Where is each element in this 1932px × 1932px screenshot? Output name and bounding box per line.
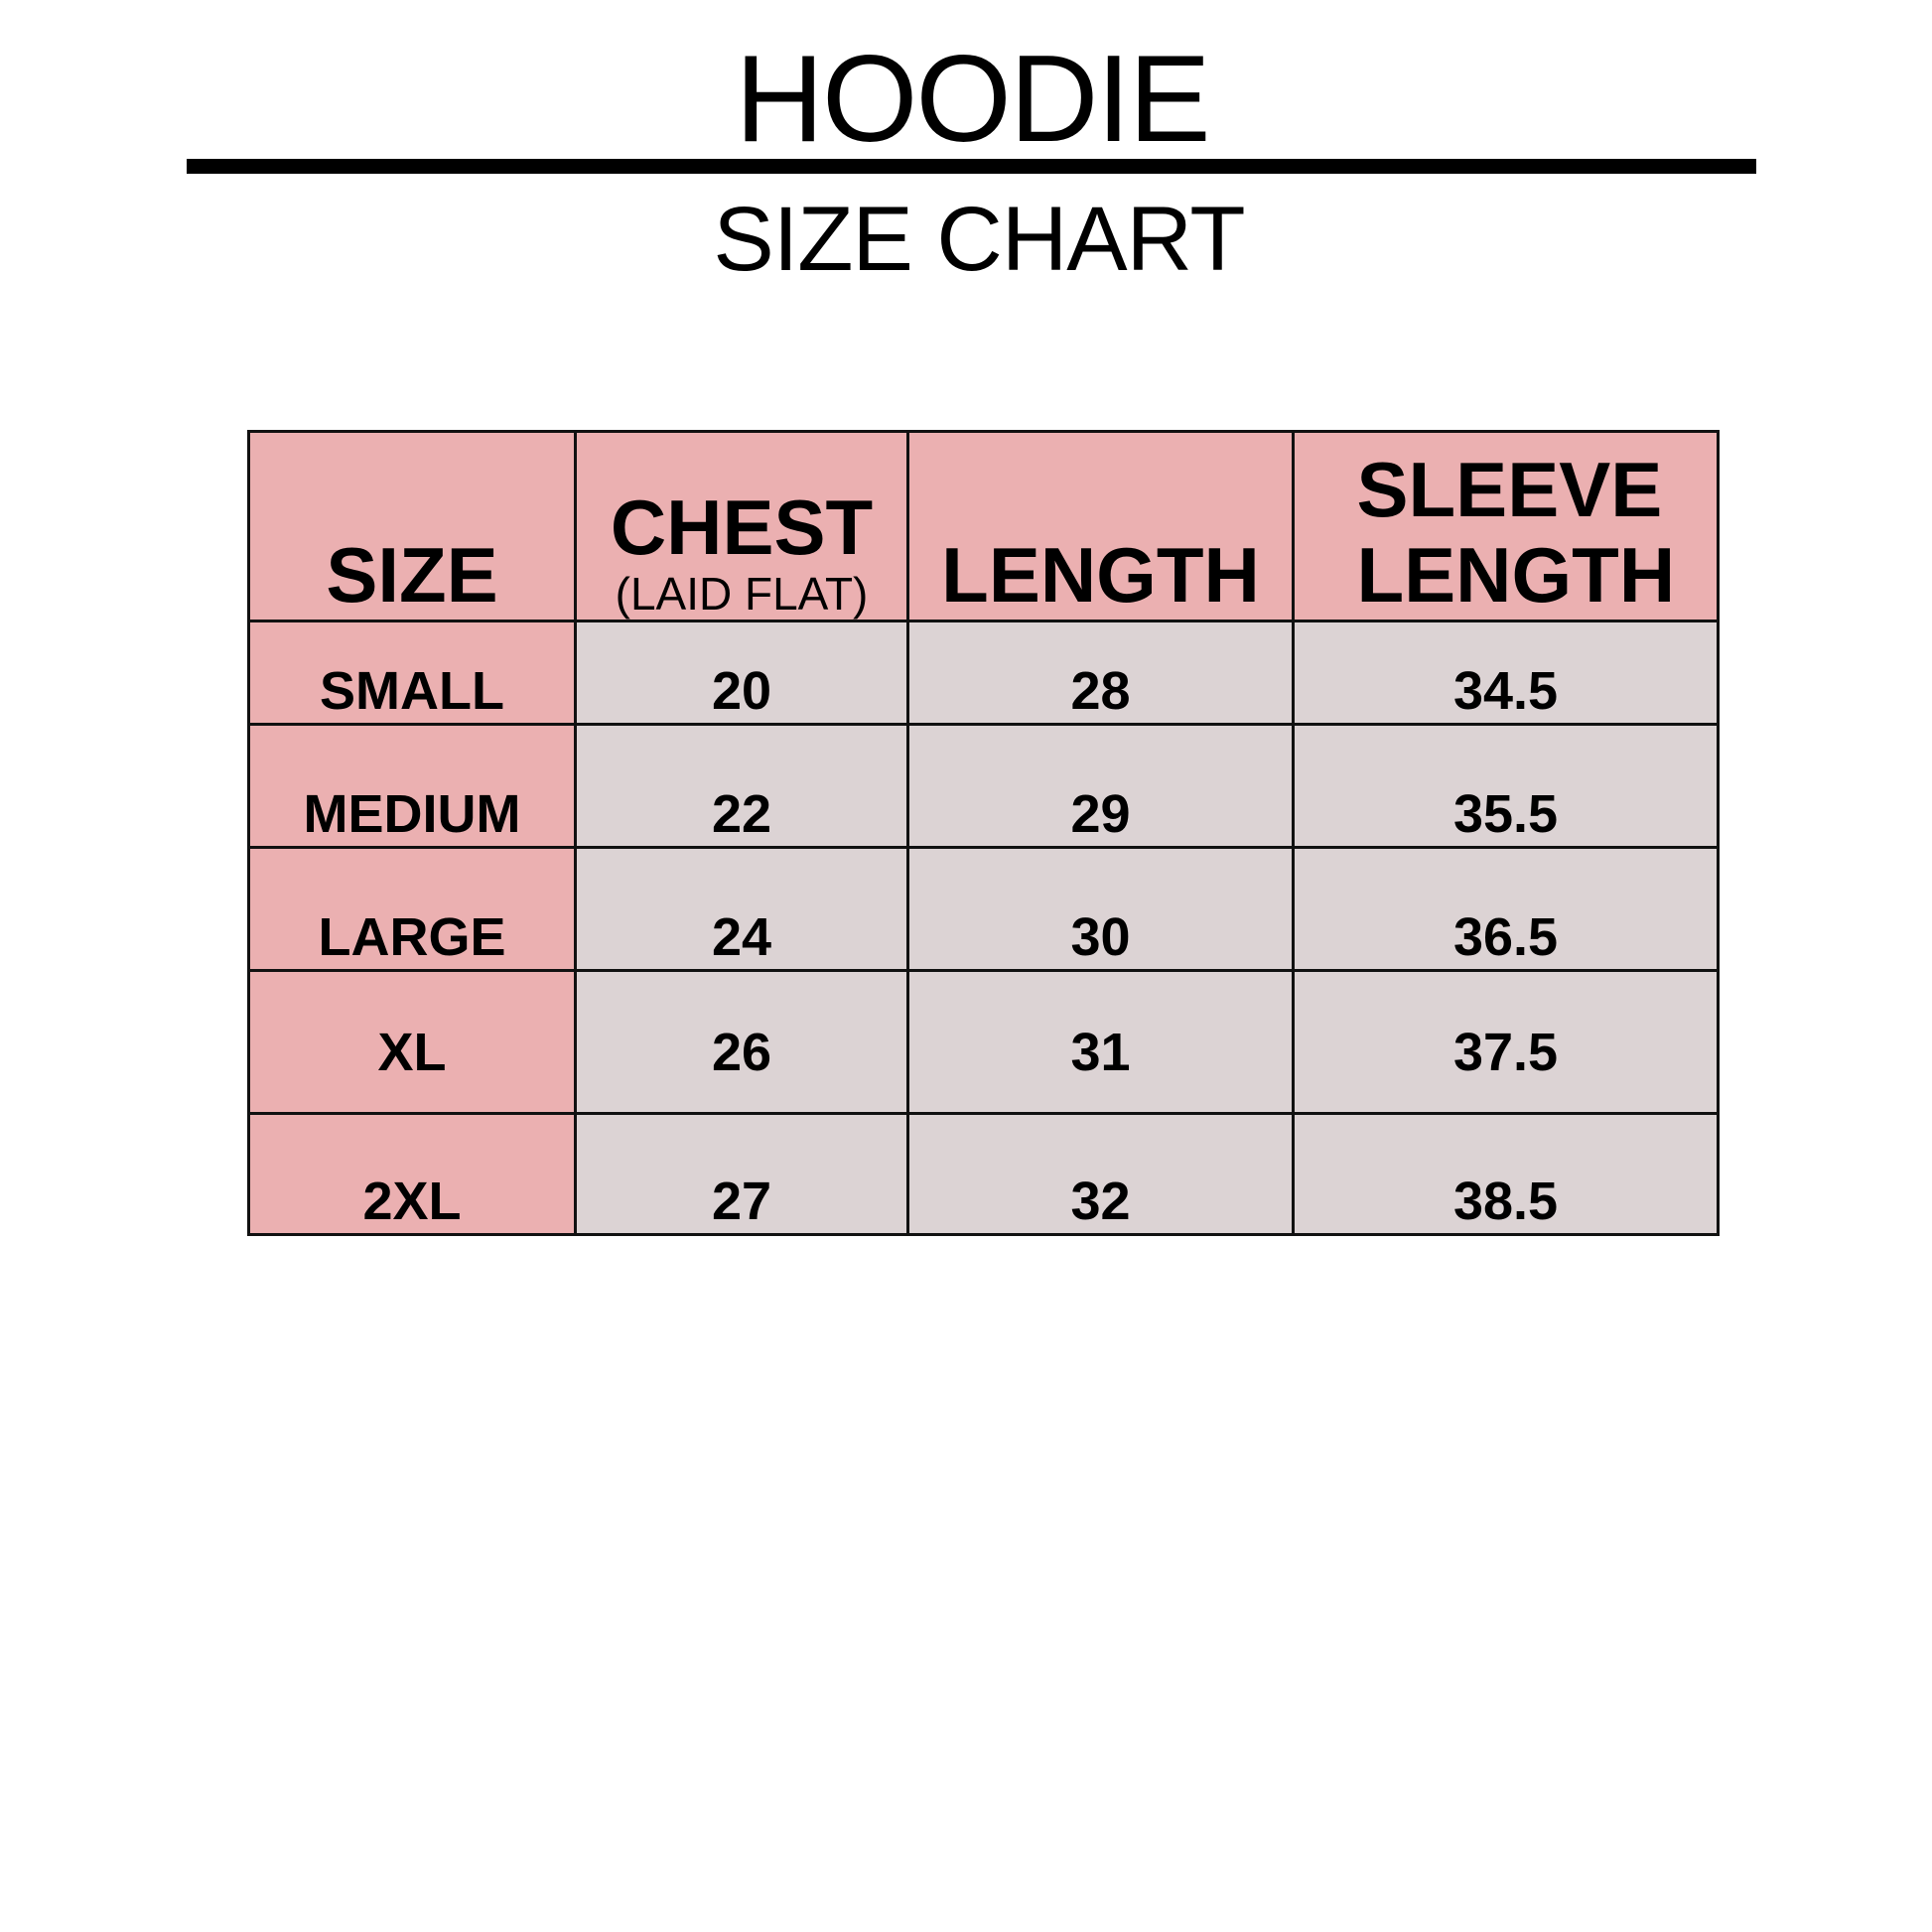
value-cell: 37.5 (1292, 969, 1720, 1115)
size-cell: XL (247, 969, 577, 1115)
value-cell: 36.5 (1292, 846, 1720, 972)
value-cell: 28 (906, 620, 1295, 726)
column-label: SIZE (326, 531, 498, 619)
size-cell: MEDIUM (247, 723, 577, 849)
title-divider (187, 159, 1756, 174)
value-cell: 30 (906, 846, 1295, 972)
column-label: LENGTH (941, 531, 1260, 619)
value-cell: 35.5 (1292, 723, 1720, 849)
column-header-length: LENGTH (906, 430, 1295, 622)
table-row: SMALL 20 28 34.5 (247, 620, 1720, 726)
table-row: XL 26 31 37.5 (247, 969, 1720, 1115)
size-cell: SMALL (247, 620, 577, 726)
value-cell: 24 (574, 846, 909, 972)
size-cell: 2XL (247, 1112, 577, 1236)
value-cell: 31 (906, 969, 1295, 1115)
value-cell: 29 (906, 723, 1295, 849)
size-cell: LARGE (247, 846, 577, 972)
column-header-size: SIZE (247, 430, 577, 622)
column-sublabel: (LAID FLAT) (615, 568, 869, 620)
value-cell: 34.5 (1292, 620, 1720, 726)
table-header-row: SIZE CHEST (LAID FLAT) LENGTH SLEEVE LENG… (247, 430, 1720, 622)
value-cell: 38.5 (1292, 1112, 1720, 1236)
value-cell: 32 (906, 1112, 1295, 1236)
column-label: CHEST (610, 483, 874, 571)
value-cell: 22 (574, 723, 909, 849)
size-chart-table: SIZE CHEST (LAID FLAT) LENGTH SLEEVE LENG… (247, 430, 1720, 1236)
column-header-chest: CHEST (LAID FLAT) (574, 430, 909, 622)
value-cell: 20 (574, 620, 909, 726)
page-title: HOODIE (735, 31, 1210, 168)
value-cell: 26 (574, 969, 909, 1115)
column-header-sleeve-length: SLEEVE LENGTH (1292, 430, 1720, 622)
value-cell: 27 (574, 1112, 909, 1236)
page-subtitle: SIZE CHART (713, 189, 1245, 290)
column-label: SLEEVE LENGTH (1356, 446, 1676, 619)
table-row: LARGE 24 30 36.5 (247, 846, 1720, 972)
table-row: MEDIUM 22 29 35.5 (247, 723, 1720, 849)
table-row: 2XL 27 32 38.5 (247, 1112, 1720, 1236)
